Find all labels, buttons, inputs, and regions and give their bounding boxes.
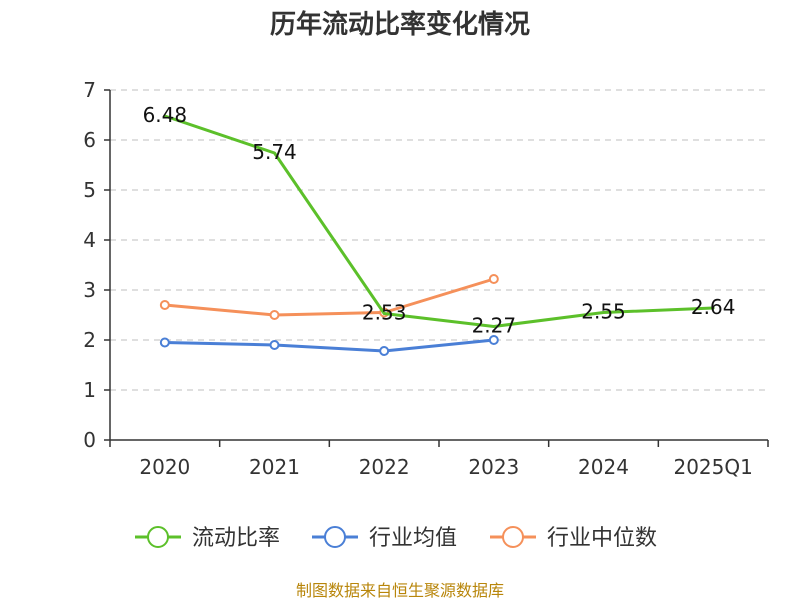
x-tick-label: 2025Q1 bbox=[673, 455, 752, 479]
series-point bbox=[159, 300, 170, 310]
y-tick-label: 2 bbox=[83, 328, 96, 352]
y-tick-label: 0 bbox=[83, 428, 96, 452]
y-tick-label: 7 bbox=[83, 78, 96, 102]
series-line bbox=[163, 277, 496, 317]
legend-swatch-marker bbox=[502, 526, 524, 548]
x-tick-label: 2020 bbox=[139, 455, 190, 479]
legend-label: 行业均值 bbox=[369, 526, 457, 551]
x-tick-label: 2024 bbox=[578, 455, 629, 479]
y-tick-label: 1 bbox=[83, 378, 96, 402]
x-tick-label: 2023 bbox=[468, 455, 519, 479]
data-labels: 6.48 5.74 2.53 2.27 2.55 2.64 bbox=[143, 103, 736, 338]
data-label: 2.27 bbox=[472, 314, 517, 338]
chart-title: 历年流动比率变化情况 bbox=[270, 9, 530, 40]
data-label: 2.53 bbox=[362, 301, 407, 325]
series-point bbox=[488, 274, 499, 284]
legend: 流动比率 行业均值 行业中位数 bbox=[135, 526, 657, 551]
legend-label: 流动比率 bbox=[192, 526, 280, 551]
series-line bbox=[163, 338, 496, 353]
x-tick-label: 2021 bbox=[249, 455, 300, 479]
y-tick-label: 4 bbox=[83, 228, 96, 252]
series-group bbox=[159, 114, 715, 356]
x-tick-label: 2022 bbox=[359, 455, 410, 479]
series-line bbox=[163, 114, 715, 328]
y-tick-label: 6 bbox=[83, 128, 96, 152]
data-label: 6.48 bbox=[143, 103, 188, 127]
y-tick-label: 3 bbox=[83, 278, 96, 302]
axes: 0 1 2 3 4 5 6 7 2020 2021 2022 2023 2024 2025Q1 bbox=[83, 78, 769, 479]
y-tick-label: 5 bbox=[83, 178, 96, 202]
data-label: 5.74 bbox=[252, 140, 297, 164]
series-point bbox=[269, 310, 280, 320]
legend-swatch-marker bbox=[147, 526, 169, 548]
series-point bbox=[159, 337, 170, 348]
data-label: 2.55 bbox=[581, 300, 626, 324]
source-note: 制图数据来自恒生聚源数据库 bbox=[296, 581, 504, 600]
legend-label: 行业中位数 bbox=[547, 526, 657, 551]
legend-swatch-marker bbox=[324, 526, 346, 548]
data-label: 2.64 bbox=[691, 295, 736, 319]
series-point bbox=[488, 335, 499, 345]
series-point bbox=[269, 340, 280, 350]
series-point bbox=[379, 346, 390, 356]
